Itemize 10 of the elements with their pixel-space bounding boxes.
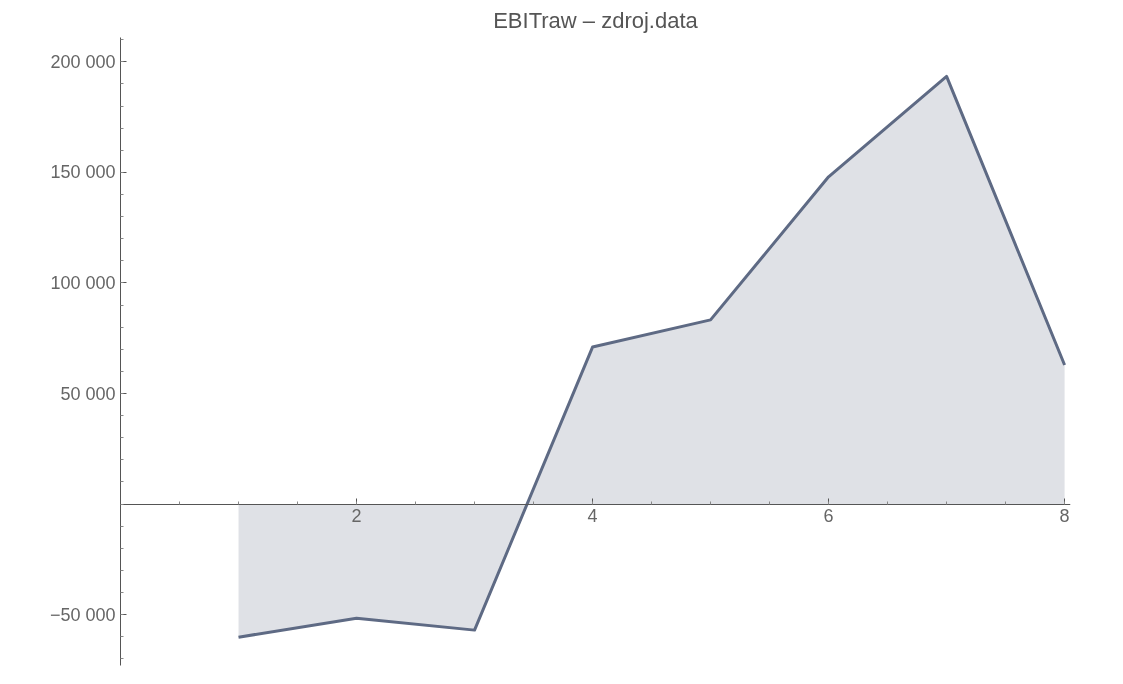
y-tick-label: 200 000: [50, 51, 116, 72]
chart-title: EBITraw – zdroj.data: [493, 7, 699, 33]
y-tick-label: −50 000: [49, 604, 116, 625]
y-tick-label: 150 000: [50, 162, 116, 183]
y-tick-label: 100 000: [50, 272, 116, 293]
x-tick-label: 4: [587, 506, 598, 527]
y-tick-label: 50 000: [60, 383, 116, 404]
x-tick-label: 6: [823, 506, 834, 527]
x-tick-label: 8: [1059, 506, 1070, 527]
x-tick-label: 2: [351, 506, 362, 527]
